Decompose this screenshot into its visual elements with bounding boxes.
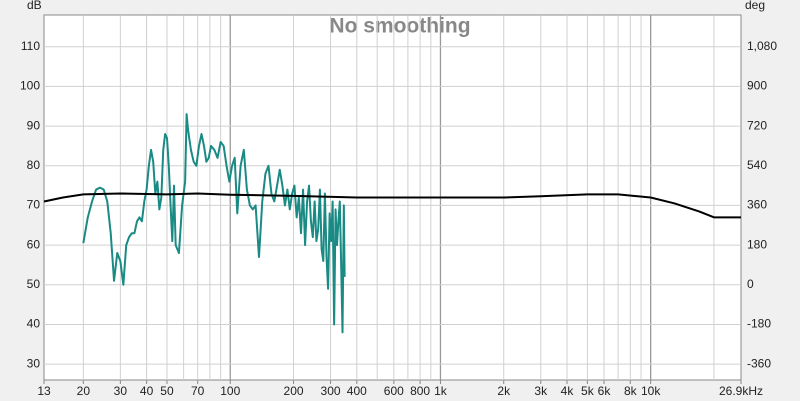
x-tick-label: 13 [37,384,51,398]
x-tick-label: 200 [284,384,304,398]
y-tick-label: 100 [20,79,40,93]
x-tick-label: 10k [641,384,661,398]
x-tick-label: 5k [581,384,595,398]
y2-axis-unit: deg [745,0,765,12]
x-tick-label: 70 [191,384,205,398]
y-tick-label: 60 [27,237,41,251]
y2-tick-label: -180 [747,317,771,331]
x-tick-label: 8k [624,384,638,398]
x-tick-label: 3k [534,384,548,398]
y-tick-label: 40 [27,317,41,331]
y-tick-label: 50 [27,277,41,291]
data-line [43,192,741,219]
x-tick-label: 30 [114,384,128,398]
x-tick-label: 2k [497,384,511,398]
x-tick-label: 1k [434,384,448,398]
y2-tick-label: 0 [747,277,754,291]
x-tick-label: 4k [561,384,575,398]
y2-tick-label: 1,080 [747,39,777,53]
x-tick-label: 300 [321,384,341,398]
y2-tick-label: 720 [747,118,767,132]
y2-tick-label: 540 [747,158,767,172]
y-tick-label: 70 [27,198,41,212]
x-tick-label: 800 [410,384,430,398]
x-tick-label: 26.9kHz [719,384,763,398]
y-tick-label: 80 [27,158,41,172]
y-tick-label: 110 [21,39,40,53]
x-tick-label: 50 [160,384,174,398]
data-line [82,113,346,334]
y-tick-label: 30 [27,356,41,370]
x-tick-label: 20 [77,384,91,398]
y-axis-unit: dB [27,0,42,12]
y2-tick-label: 180 [747,237,767,251]
x-tick-label: 600 [384,384,404,398]
chart-title: No smoothing [329,15,470,38]
y-tick-label: 90 [27,118,41,132]
x-tick-label: 100 [220,384,240,398]
x-tick-label: 40 [140,384,154,398]
x-tick-label: 400 [347,384,367,398]
y2-tick-label: 360 [747,198,767,212]
x-tick-label: 6k [598,384,612,398]
y2-tick-label: -360 [747,356,771,370]
y2-tick-label: 900 [747,79,767,93]
